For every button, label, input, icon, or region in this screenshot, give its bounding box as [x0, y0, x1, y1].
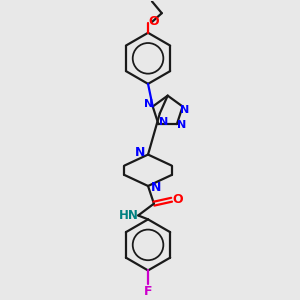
- Text: N: N: [151, 182, 161, 194]
- Text: N: N: [159, 117, 168, 127]
- Text: N: N: [144, 99, 153, 109]
- Text: N: N: [177, 120, 186, 130]
- Text: N: N: [180, 105, 189, 116]
- Text: HN: HN: [118, 209, 138, 222]
- Text: O: O: [148, 14, 159, 28]
- Text: F: F: [144, 285, 152, 298]
- Text: O: O: [172, 193, 183, 206]
- Text: N: N: [135, 146, 146, 159]
